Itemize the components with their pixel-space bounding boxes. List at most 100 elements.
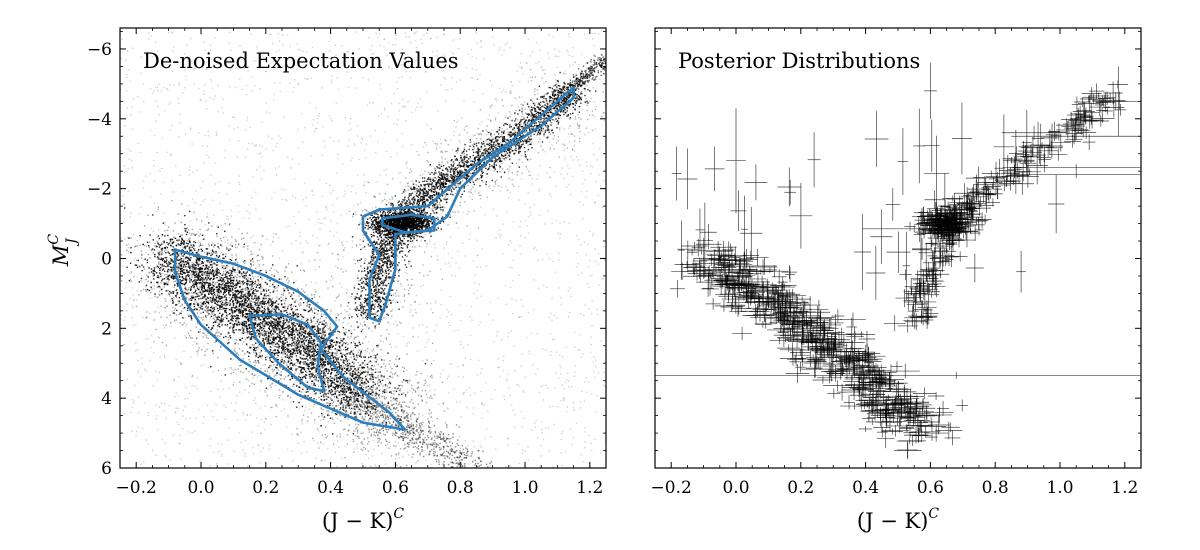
star-point bbox=[136, 372, 139, 374]
star-point bbox=[362, 381, 364, 384]
star-point bbox=[156, 296, 158, 299]
star-point bbox=[273, 269, 276, 271]
star-point bbox=[196, 294, 198, 296]
star-point bbox=[200, 283, 203, 286]
star-point bbox=[238, 181, 240, 183]
star-point bbox=[476, 32, 478, 34]
star-point bbox=[294, 339, 297, 341]
star-point bbox=[159, 356, 162, 358]
star-point bbox=[298, 82, 300, 85]
star-point bbox=[352, 377, 355, 380]
star-point bbox=[225, 253, 227, 255]
star-point bbox=[573, 331, 576, 334]
star-point bbox=[477, 324, 480, 326]
star-point bbox=[363, 406, 366, 409]
star-point bbox=[385, 389, 387, 391]
star-point bbox=[357, 435, 359, 438]
star-point bbox=[209, 96, 211, 99]
star-point bbox=[420, 395, 422, 397]
star-point bbox=[166, 289, 169, 292]
star-point bbox=[244, 325, 247, 328]
star-point bbox=[306, 420, 309, 423]
star-point bbox=[400, 384, 402, 387]
star-point bbox=[315, 375, 317, 378]
star-point bbox=[120, 318, 122, 320]
star-point bbox=[306, 367, 308, 370]
star-point bbox=[479, 444, 482, 447]
star-point bbox=[398, 358, 400, 360]
star-point bbox=[421, 389, 424, 392]
star-point bbox=[167, 281, 169, 283]
star-point bbox=[597, 194, 600, 197]
star-point bbox=[175, 165, 177, 167]
star-point bbox=[334, 265, 337, 268]
star-point bbox=[354, 87, 357, 89]
star-point bbox=[360, 448, 362, 450]
star-point bbox=[140, 463, 142, 465]
star-point bbox=[228, 281, 231, 284]
star-point bbox=[191, 385, 193, 387]
star-point bbox=[388, 420, 390, 423]
star-point bbox=[444, 263, 447, 265]
star-point bbox=[346, 310, 348, 313]
star-point bbox=[341, 369, 344, 372]
star-point bbox=[526, 225, 529, 227]
star-point bbox=[475, 155, 478, 157]
star-point bbox=[354, 211, 357, 213]
star-point bbox=[585, 84, 588, 87]
star-point bbox=[269, 295, 271, 297]
star-point bbox=[361, 463, 363, 465]
star-point bbox=[269, 269, 271, 272]
star-point bbox=[395, 34, 397, 36]
star-point bbox=[251, 288, 253, 291]
star-point bbox=[596, 395, 598, 397]
star-point bbox=[163, 212, 165, 214]
star-point bbox=[235, 320, 238, 323]
star-point bbox=[246, 314, 249, 316]
star-point bbox=[302, 361, 305, 363]
star-point bbox=[293, 324, 295, 327]
star-point bbox=[272, 342, 274, 344]
star-point bbox=[266, 330, 269, 333]
star-point bbox=[206, 288, 209, 290]
star-point bbox=[259, 334, 261, 337]
star-point bbox=[170, 31, 173, 33]
star-point bbox=[585, 190, 588, 193]
star-point bbox=[563, 128, 566, 130]
star-point bbox=[423, 450, 425, 452]
star-point bbox=[238, 190, 241, 193]
star-point bbox=[241, 328, 243, 331]
star-point bbox=[313, 315, 316, 318]
star-point bbox=[223, 281, 225, 283]
star-point bbox=[331, 412, 333, 414]
star-point bbox=[429, 395, 432, 397]
star-point bbox=[437, 435, 439, 437]
star-point bbox=[267, 289, 270, 291]
star-point bbox=[417, 381, 420, 384]
star-point bbox=[528, 350, 530, 352]
star-point bbox=[364, 415, 367, 418]
star-point bbox=[382, 243, 384, 246]
star-point bbox=[288, 291, 291, 294]
star-point bbox=[373, 376, 375, 378]
star-point bbox=[311, 339, 313, 341]
star-point bbox=[314, 326, 317, 328]
star-point bbox=[175, 407, 177, 410]
star-point bbox=[311, 311, 314, 313]
star-point bbox=[131, 166, 134, 169]
star-point bbox=[306, 78, 308, 80]
star-point bbox=[533, 204, 536, 206]
star-point bbox=[300, 304, 302, 306]
star-point bbox=[270, 346, 273, 349]
star-point bbox=[219, 202, 221, 205]
star-point bbox=[514, 426, 516, 429]
star-point bbox=[393, 406, 395, 409]
star-point bbox=[318, 112, 321, 115]
star-point bbox=[166, 276, 169, 278]
star-point bbox=[338, 404, 340, 407]
star-point bbox=[316, 221, 319, 224]
star-point bbox=[330, 310, 332, 312]
star-point bbox=[436, 437, 438, 439]
star-point bbox=[416, 102, 419, 105]
star-point bbox=[559, 354, 561, 356]
